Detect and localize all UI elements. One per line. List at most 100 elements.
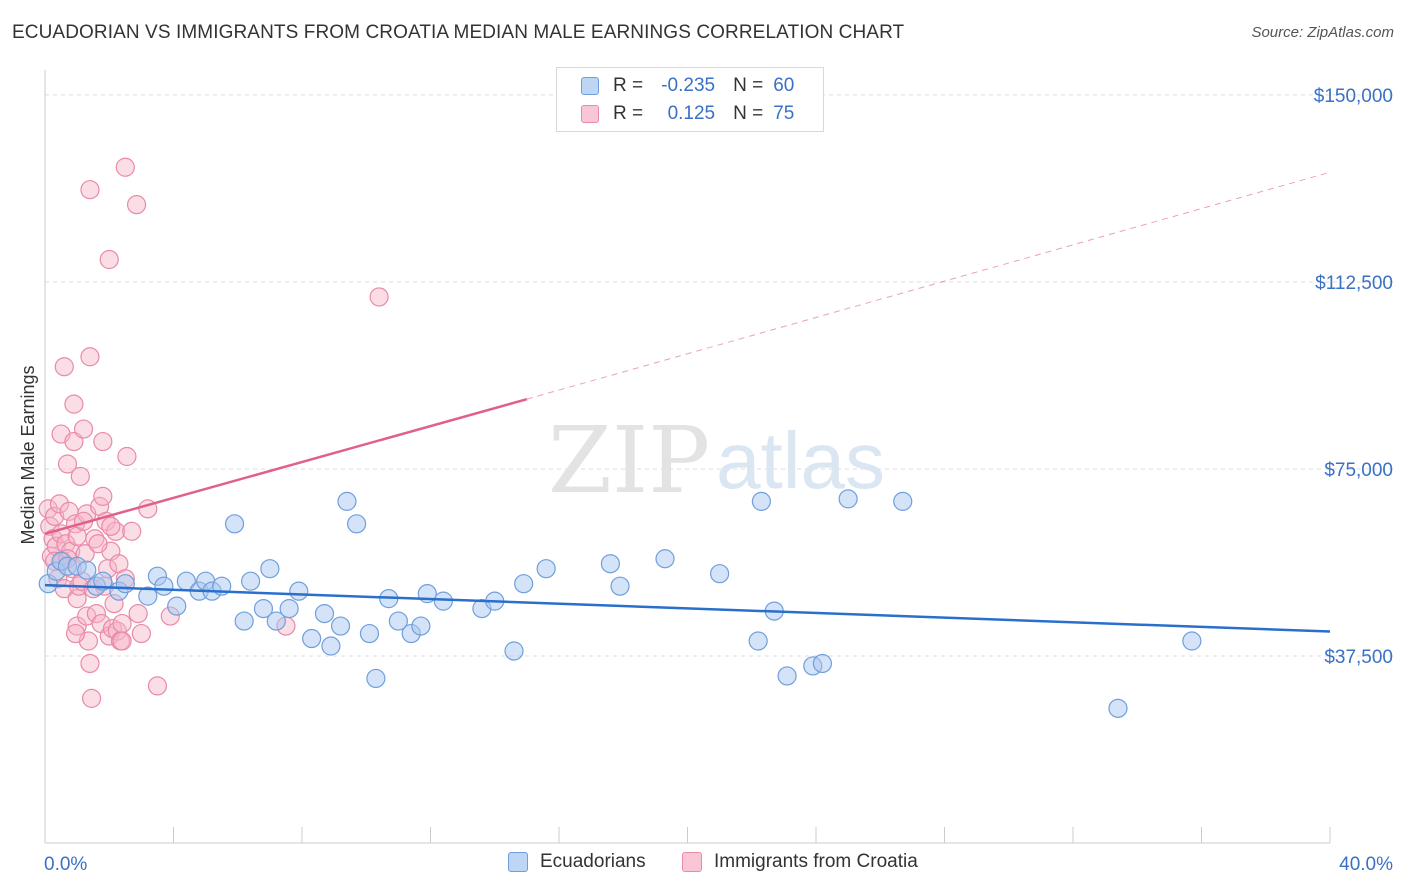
legend-row-croatia: R = 0.125 N = 75 — [581, 102, 794, 126]
trend-line-croatia — [44, 397, 528, 536]
data-point-ecuadorian — [610, 576, 630, 596]
watermark-zip: ZIP — [548, 407, 710, 514]
data-point-ecuadorian — [347, 514, 367, 534]
data-point-croatia — [115, 157, 135, 177]
axes — [44, 70, 1331, 844]
source-attribution: Source: ZipAtlas.com — [1251, 24, 1394, 41]
data-point-ecuadorian — [777, 666, 797, 686]
data-point-ecuadorian — [600, 554, 621, 574]
data-point-ecuadorian — [893, 491, 913, 511]
data-point-ecuadorian — [504, 641, 524, 661]
legend-n-label: N = — [733, 75, 764, 96]
legend-item-ecuadorians[interactable]: Ecuadorians — [508, 851, 646, 873]
data-point-croatia — [126, 195, 147, 215]
legend-swatch-blue — [508, 852, 528, 872]
legend-r-value: 0.125 — [667, 103, 716, 124]
watermark-atlas: atlas — [716, 416, 885, 505]
legend-r-label: R = — [613, 75, 644, 96]
legend-row-ecuadorians: R = -0.235 N = 60 — [581, 74, 794, 98]
data-point-ecuadorian — [314, 603, 335, 624]
data-point-croatia — [81, 688, 102, 708]
data-point-croatia — [67, 616, 87, 636]
data-point-ecuadorian — [710, 564, 730, 584]
correlation-legend: R = -0.235 N = 60 R = 0.125 N = 75 — [556, 67, 824, 132]
legend-label-croatia: Immigrants from Croatia — [714, 851, 918, 872]
ecuadorian-points — [38, 489, 1202, 718]
data-point-ecuadorian — [1182, 631, 1202, 651]
legend-n-label: N = — [733, 103, 764, 124]
data-point-ecuadorian — [433, 591, 453, 611]
data-point-ecuadorian — [366, 668, 386, 689]
trend-lines — [44, 171, 1331, 633]
data-point-croatia — [128, 603, 148, 624]
data-point-ecuadorian — [337, 491, 357, 511]
x-tick-label-min: 0.0% — [44, 854, 87, 875]
data-point-ecuadorian — [154, 576, 174, 596]
legend-swatch-pink — [682, 852, 702, 872]
data-point-ecuadorian — [748, 631, 768, 651]
legend-label-ecuadorians: Ecuadorians — [540, 851, 646, 872]
data-point-croatia — [147, 676, 168, 696]
data-point-ecuadorian — [279, 599, 299, 619]
legend-n-value: 60 — [773, 75, 795, 96]
legend-swatch-blue — [581, 77, 599, 95]
data-point-ecuadorian — [234, 611, 254, 631]
data-point-croatia — [93, 486, 113, 506]
axis-labels: $37,500 $75,000 $112,500 $150,000 0.0% 40.0% M… — [18, 86, 1393, 875]
data-point-croatia — [112, 631, 132, 651]
data-point-ecuadorian — [224, 514, 245, 534]
data-point-ecuadorian — [411, 616, 431, 636]
data-point-croatia — [80, 347, 100, 367]
legend-n-value: 75 — [773, 103, 795, 124]
trend-line-croatia-extrapolated — [526, 171, 1331, 400]
data-point-ecuadorian — [138, 586, 158, 606]
data-point-ecuadorian — [812, 653, 833, 674]
data-point-ecuadorian — [330, 616, 351, 636]
data-point-ecuadorian — [751, 491, 771, 511]
x-tick-label-max: 40.0% — [1339, 854, 1393, 875]
legend-item-croatia[interactable]: Immigrants from Croatia — [682, 851, 918, 873]
data-point-croatia — [45, 506, 65, 526]
data-point-ecuadorian — [77, 560, 97, 580]
legend-r-value: -0.235 — [661, 75, 716, 96]
data-point-croatia — [64, 394, 84, 414]
data-point-ecuadorian — [302, 628, 322, 649]
data-point-ecuadorian — [1108, 698, 1128, 718]
data-point-ecuadorian — [253, 599, 274, 619]
data-point-croatia — [80, 653, 100, 674]
data-point-croatia — [57, 454, 78, 474]
watermark: ZIP atlas — [548, 407, 885, 514]
series-legend: Ecuadorians Immigrants from Croatia — [0, 851, 1406, 877]
data-point-croatia — [131, 623, 151, 644]
y-tick-label: $37,500 — [1324, 647, 1393, 668]
data-point-ecuadorian — [359, 623, 380, 644]
data-point-ecuadorian — [321, 636, 341, 656]
data-point-croatia — [70, 466, 90, 487]
data-point-croatia — [101, 516, 121, 536]
data-point-croatia — [54, 357, 74, 377]
y-tick-label: $75,000 — [1324, 460, 1393, 481]
data-point-croatia — [49, 494, 70, 514]
data-point-croatia — [122, 521, 142, 541]
data-point-ecuadorian — [260, 559, 280, 579]
data-point-croatia — [112, 613, 132, 634]
data-point-ecuadorian — [388, 611, 408, 631]
data-point-ecuadorian — [167, 596, 187, 616]
data-point-ecuadorian — [93, 571, 113, 591]
data-point-croatia — [117, 446, 137, 467]
data-point-ecuadorian — [266, 611, 286, 631]
data-point-croatia — [65, 623, 86, 644]
y-axis-title: Median Male Earnings — [18, 365, 38, 544]
data-point-ecuadorian — [241, 571, 261, 591]
data-point-ecuadorian — [514, 574, 534, 594]
legend-r-label: R = — [613, 103, 644, 124]
data-point-croatia — [93, 431, 113, 452]
data-point-croatia — [369, 287, 389, 307]
y-tick-label: $150,000 — [1314, 86, 1393, 107]
data-point-croatia — [86, 603, 107, 624]
data-point-croatia — [80, 180, 100, 200]
data-point-croatia — [99, 249, 119, 270]
trend-line-ecuadorians — [44, 583, 1331, 633]
y-tick-label: $112,500 — [1315, 273, 1393, 294]
